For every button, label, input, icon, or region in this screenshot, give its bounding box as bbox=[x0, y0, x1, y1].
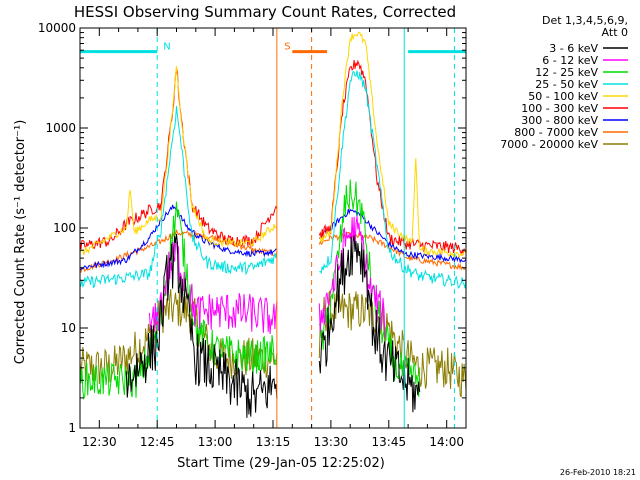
legend-label-4: 50 - 100 keV bbox=[528, 90, 598, 103]
x-tick-label: 13:15 bbox=[256, 435, 291, 449]
x-axis-label: Start Time (29-Jan-05 12:25:02) bbox=[177, 456, 385, 471]
x-tick-label: 12:30 bbox=[82, 435, 117, 449]
x-tick-label: 13:30 bbox=[314, 435, 349, 449]
chart-title: HESSI Observing Summary Count Rates, Cor… bbox=[74, 3, 456, 21]
series-line-4 bbox=[79, 31, 466, 259]
legend-label-2: 12 - 25 keV bbox=[535, 66, 598, 79]
y-tick-label: 1000 bbox=[45, 121, 76, 135]
series-line-8 bbox=[79, 288, 467, 398]
legend-title-line: Att 0 bbox=[602, 26, 628, 39]
legend-label-8: 7000 - 20000 keV bbox=[500, 138, 598, 151]
y-tick-label: 10000 bbox=[38, 21, 76, 35]
legend-label-5: 100 - 300 keV bbox=[521, 102, 598, 115]
y-tick-label: 1 bbox=[68, 421, 76, 435]
y-axis-label: Corrected Count Rate (s⁻¹ detector⁻¹) bbox=[13, 120, 28, 365]
x-tick-label: 14:00 bbox=[429, 435, 464, 449]
legend-label-7: 800 - 7000 keV bbox=[514, 126, 598, 139]
legend-label-3: 25 - 50 keV bbox=[535, 78, 598, 91]
y-tick-label: 10 bbox=[61, 321, 76, 335]
plot-area: N S 1 10 100 1000 10000 12:30 12:45 13:00 13:15 13:… bbox=[38, 21, 467, 449]
flag-label-SAA: S bbox=[284, 42, 290, 53]
x-tick-label: 13:45 bbox=[372, 435, 407, 449]
footer-timestamp: 26-Feb-2010 18:21 bbox=[560, 468, 636, 477]
series-line-0 bbox=[125, 233, 421, 418]
x-tick-label: 13:00 bbox=[198, 435, 233, 449]
y-tick-label: 100 bbox=[53, 221, 76, 235]
legend-title-line: Det 1,3,4,5,6,9, bbox=[542, 14, 628, 27]
x-tick-label: 12:45 bbox=[140, 435, 175, 449]
legend-label-6: 300 - 800 keV bbox=[521, 114, 598, 127]
legend-label-0: 3 - 6 keV bbox=[549, 42, 598, 55]
series-line-3 bbox=[79, 70, 467, 289]
series-line-1 bbox=[149, 216, 386, 339]
legend-label-1: 6 - 12 keV bbox=[542, 54, 598, 67]
flag-label-night: N bbox=[163, 42, 170, 53]
